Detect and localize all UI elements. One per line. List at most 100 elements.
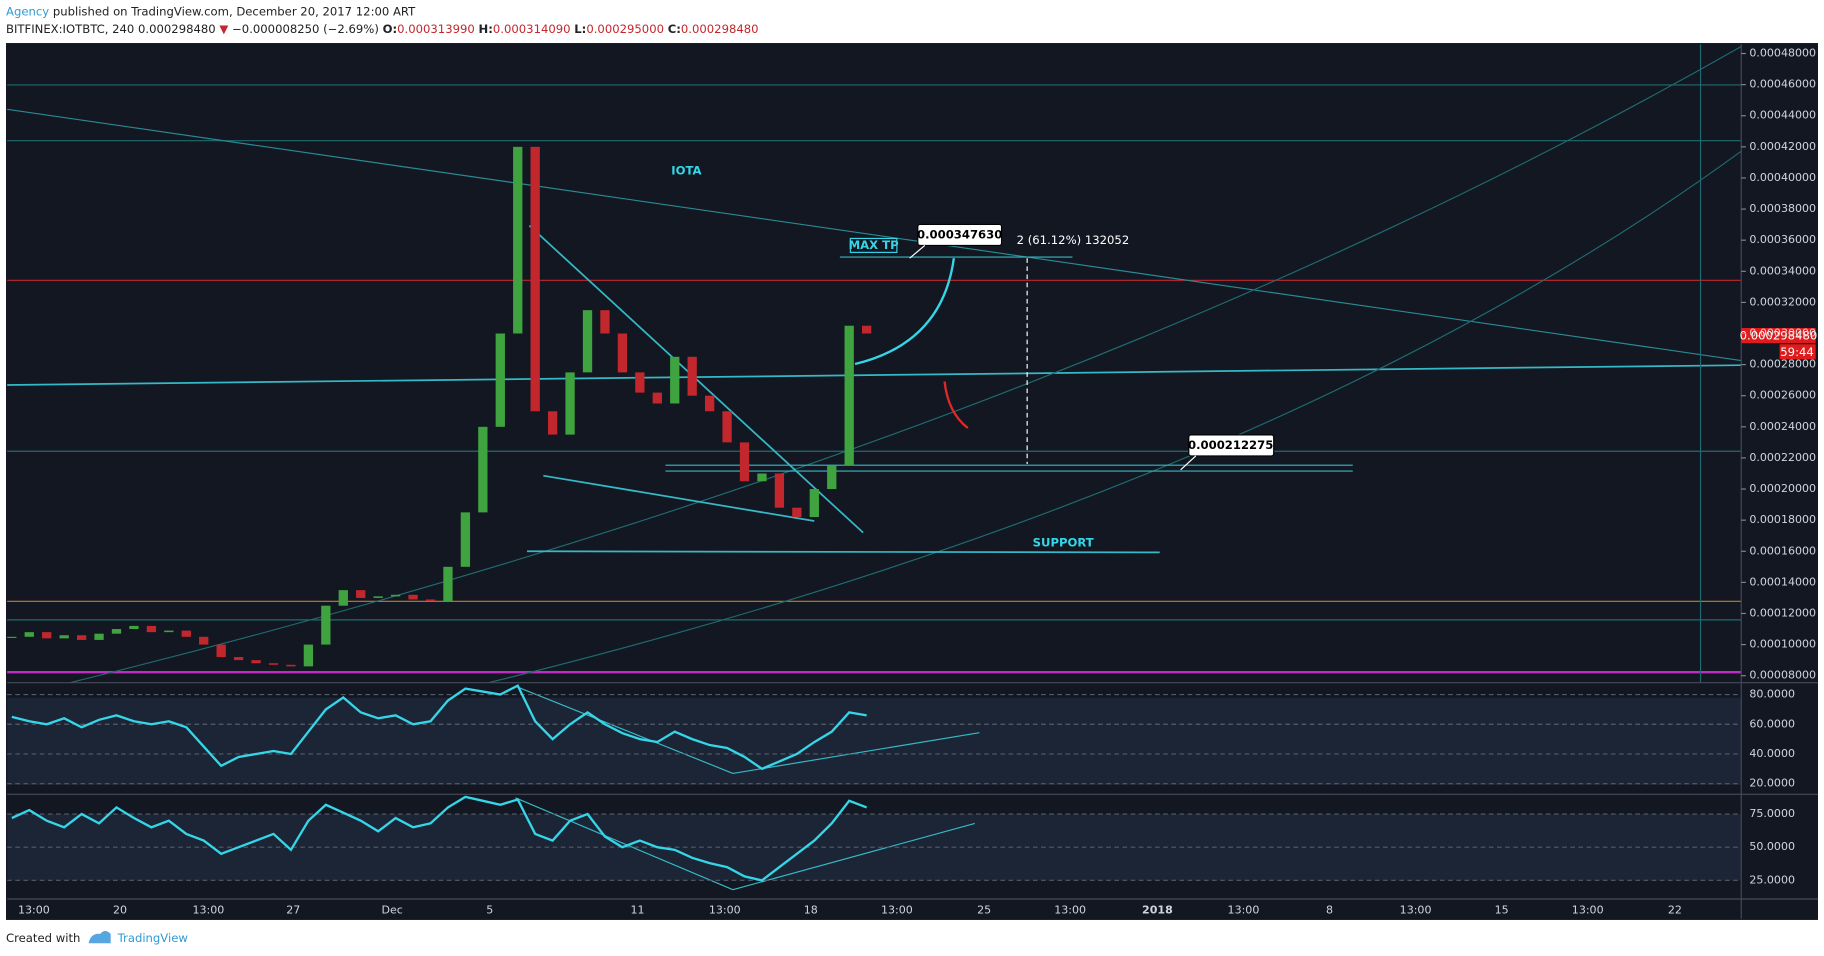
- countdown-bg: [1779, 344, 1816, 360]
- candle: [111, 629, 122, 634]
- candle: [303, 644, 314, 667]
- osc-tick-label: 50.0000: [1749, 840, 1795, 853]
- countdown: 59:44: [1780, 345, 1814, 359]
- x-tick-label: 2018: [1142, 904, 1173, 917]
- candle: [809, 489, 819, 518]
- candle: [425, 599, 436, 602]
- candle: [146, 625, 157, 633]
- x-tick-label: 13:00: [192, 904, 224, 917]
- y-tick-label: 0.00012000: [1749, 606, 1816, 619]
- author[interactable]: Agency: [6, 4, 49, 18]
- candle: [321, 605, 331, 645]
- y-tick-label: 0.00032000: [1749, 295, 1816, 308]
- candle: [792, 507, 802, 518]
- x-tick-label: 8: [1326, 904, 1333, 917]
- x-tick-label: 5: [486, 904, 493, 917]
- close: 0.000298480: [681, 22, 759, 36]
- x-tick-label: 13:00: [18, 904, 50, 917]
- last: 0.000298480: [138, 22, 216, 36]
- osc-tick-label: 40.0000: [1749, 747, 1795, 760]
- c-label: C:: [668, 22, 681, 36]
- candle: [443, 566, 453, 602]
- o-label: O:: [383, 22, 398, 36]
- change: −0.000008250 (−2.69%): [232, 22, 379, 36]
- x-tick-label: 15: [1495, 904, 1509, 917]
- candle: [687, 356, 697, 396]
- low: 0.000295000: [586, 22, 664, 36]
- x-tick-label: 13:00: [1400, 904, 1432, 917]
- x-tick-label: 13:00: [1054, 904, 1086, 917]
- h-label: H:: [479, 22, 493, 36]
- x-tick-label: 11: [631, 904, 645, 917]
- candle: [704, 395, 715, 412]
- candle: [408, 594, 418, 600]
- candle: [582, 310, 593, 373]
- candle: [460, 512, 471, 567]
- candle: [164, 630, 174, 633]
- target-box: [917, 223, 1003, 246]
- y-tick-label: 0.00022000: [1749, 451, 1816, 464]
- x-tick-label: 22: [1668, 904, 1682, 917]
- candle: [42, 632, 52, 639]
- stoch-line: [11, 795, 868, 882]
- x-tick-label: 13:00: [881, 904, 913, 917]
- y-tick-label: 0.00028000: [1749, 358, 1816, 371]
- candle: [129, 625, 139, 630]
- osc-tick-label: 60.0000: [1749, 717, 1795, 730]
- candle: [199, 636, 209, 645]
- candle: [181, 630, 191, 637]
- y-tick-label: 0.00018000: [1749, 513, 1816, 526]
- candle: [617, 333, 628, 373]
- y-tick-label: 0.00024000: [1749, 420, 1816, 433]
- header-line: Agency published on TradingView.com, Dec…: [6, 4, 416, 18]
- candle: [757, 473, 767, 482]
- candle: [827, 465, 837, 490]
- y-tick-label: 0.00040000: [1749, 171, 1816, 184]
- rsi-line: [11, 684, 867, 771]
- candle: [59, 635, 69, 639]
- candle: [251, 660, 261, 664]
- max-tp: MAX TP: [849, 238, 900, 252]
- osc-tick-label: 20.0000: [1749, 777, 1795, 790]
- y-tick-label: 0.00016000: [1749, 544, 1816, 557]
- tv-logo: [88, 930, 111, 944]
- y-tick-label: 0.00044000: [1749, 109, 1816, 122]
- y-tick-label: 0.00034000: [1749, 264, 1816, 277]
- brand[interactable]: TradingView: [117, 931, 189, 945]
- price-badge: 0.000298480: [1740, 329, 1818, 343]
- candle: [390, 594, 401, 597]
- candle: [268, 663, 279, 665]
- candle: [478, 426, 488, 513]
- candle: [7, 636, 17, 638]
- y-tick-label: 0.00036000: [1749, 233, 1816, 246]
- y-tick-label: 0.00042000: [1749, 140, 1816, 153]
- candle: [76, 635, 87, 640]
- candle: [24, 632, 34, 637]
- candle: [844, 325, 854, 466]
- candle: [356, 590, 366, 598]
- y-tick-label: 0.00038000: [1749, 202, 1816, 215]
- osc-tick-label: 80.0000: [1749, 688, 1795, 701]
- symbol: BITFINEX:IOTBTC, 240: [6, 22, 134, 36]
- y-tick-label: 0.00026000: [1749, 389, 1816, 402]
- candle: [565, 372, 575, 435]
- max-tp-box: [849, 237, 898, 253]
- candle: [861, 325, 872, 334]
- osc-tick-label: 75.0000: [1749, 807, 1795, 820]
- candle: [216, 644, 226, 658]
- candle: [722, 411, 732, 443]
- candle: [600, 310, 610, 334]
- candle: [652, 392, 662, 404]
- y-tick-label: 0.00010000: [1749, 638, 1816, 651]
- rsi-band: [7, 697, 1742, 786]
- candle: [739, 442, 750, 482]
- candle: [670, 356, 680, 404]
- x-tick-label: 13:00: [709, 904, 741, 917]
- price-badge-bg: [1741, 327, 1816, 344]
- candle: [547, 411, 558, 435]
- support: SUPPORT: [1033, 536, 1094, 550]
- x-tick-label: 13:00: [1572, 904, 1604, 917]
- x-tick-label: 25: [977, 904, 991, 917]
- entry-box: [1188, 434, 1275, 457]
